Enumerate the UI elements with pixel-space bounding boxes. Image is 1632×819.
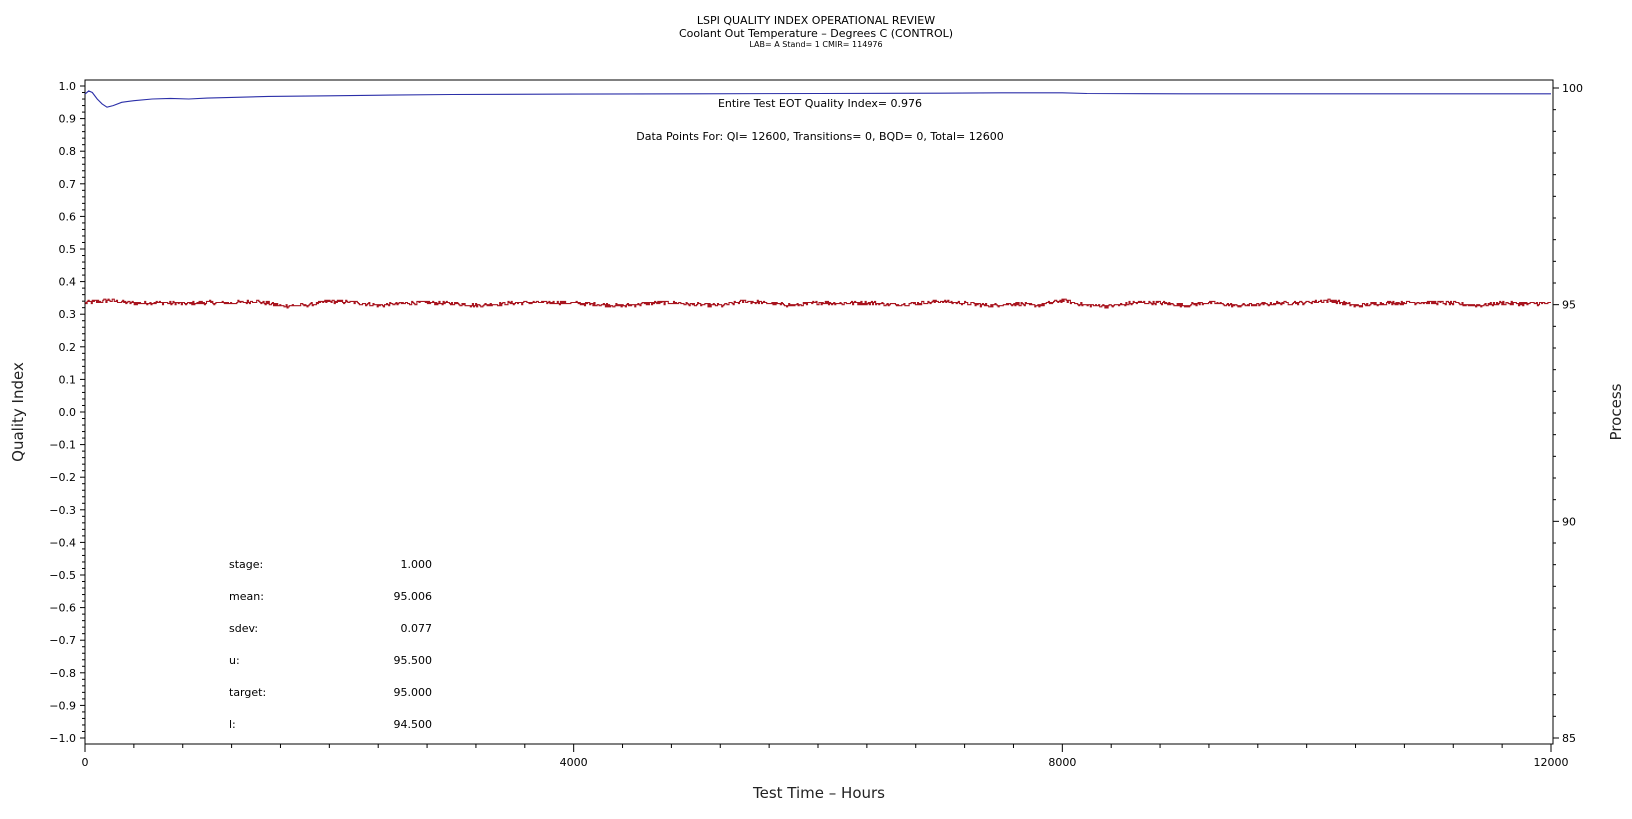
stat-value-5: 94.500	[394, 718, 433, 731]
x-axis-ticks: 0 4000 8000 12000	[82, 744, 1569, 769]
y2-tick-label-1: 90	[1562, 515, 1576, 528]
y-axis-ticks: −1.0 −0.9 −0.8 −0.7 −0.6 −0.5 −0.4 −0.3 −0.2 −0.1…	[49, 80, 85, 745]
y-tick-label-2: −0.8	[49, 667, 76, 680]
y-tick-label-0: −1.0	[49, 732, 76, 745]
y2-axis-ticks: 85 90 95 100	[1553, 82, 1583, 745]
annotation-datapoints: Data Points For: QI= 12600, Transitions=…	[636, 130, 1004, 143]
y-tick-label-7: −0.3	[49, 504, 76, 517]
y-tick-label-17: 0.7	[59, 178, 77, 191]
y-tick-label-16: 0.6	[59, 210, 77, 223]
stat-value-0: 1.000	[401, 558, 433, 571]
y2-tick-label-3: 100	[1562, 82, 1583, 95]
y-tick-label-10: 0.0	[59, 406, 77, 419]
quality-index-series-line	[84, 90, 1551, 108]
y-tick-label-9: −0.1	[49, 439, 76, 452]
y-tick-label-5: −0.5	[49, 569, 76, 582]
process-series-line	[85, 298, 1551, 309]
stat-label-5: l:	[229, 718, 236, 731]
chart-title: LSPI QUALITY INDEX OPERATIONAL REVIEW	[696, 14, 936, 27]
y-axis-title: Quality Index	[9, 362, 27, 462]
chart-subtitle-lab: LAB= A Stand= 1 CMIR= 114976	[749, 40, 883, 50]
annotation-qi: Entire Test EOT Quality Index= 0.976	[718, 97, 922, 110]
y-tick-label-3: −0.7	[49, 634, 76, 647]
x-tick-label-1: 4000	[560, 756, 588, 769]
stat-value-3: 95.500	[394, 654, 433, 667]
x-tick-label-0: 0	[82, 756, 89, 769]
y-tick-label-4: −0.6	[49, 602, 76, 615]
y-tick-label-8: −0.2	[49, 471, 76, 484]
stat-value-2: 0.077	[401, 622, 433, 635]
chart-titles: LSPI QUALITY INDEX OPERATIONAL REVIEW Co…	[0, 14, 1632, 50]
y-tick-label-6: −0.4	[49, 536, 76, 549]
stats-table: stage: 1.000 mean: 95.006 sdev: 0.077 u: 95.500…	[229, 558, 432, 731]
y-tick-label-13: 0.3	[59, 308, 77, 321]
y2-axis-title: Process	[1607, 383, 1625, 440]
y-tick-label-20: 1.0	[59, 80, 77, 93]
plot-frame	[84, 79, 1554, 745]
y-tick-label-14: 0.4	[59, 276, 77, 289]
stat-label-1: mean:	[229, 590, 264, 603]
x-axis-title: Test Time – Hours	[752, 784, 885, 802]
stat-value-1: 95.006	[394, 590, 433, 603]
series-group	[84, 90, 1551, 309]
stat-label-3: u:	[229, 654, 240, 667]
stat-value-4: 95.000	[394, 686, 433, 699]
y-tick-label-19: 0.9	[59, 113, 77, 126]
y-tick-label-11: 0.1	[59, 373, 77, 386]
y-tick-label-18: 0.8	[59, 145, 77, 158]
y-tick-label-15: 0.5	[59, 243, 77, 256]
y2-tick-label-2: 95	[1562, 299, 1576, 312]
y2-tick-label-0: 85	[1562, 732, 1576, 745]
x-tick-label-2: 8000	[1048, 756, 1076, 769]
stat-label-0: stage:	[229, 558, 263, 571]
y-tick-label-1: −0.9	[49, 699, 76, 712]
stat-label-2: sdev:	[229, 622, 258, 635]
x-tick-label-3: 12000	[1534, 756, 1569, 769]
chart-subtitle: Coolant Out Temperature – Degrees C (CON…	[678, 27, 954, 41]
y-tick-label-12: 0.2	[59, 341, 77, 354]
stat-label-4: target:	[229, 686, 266, 699]
